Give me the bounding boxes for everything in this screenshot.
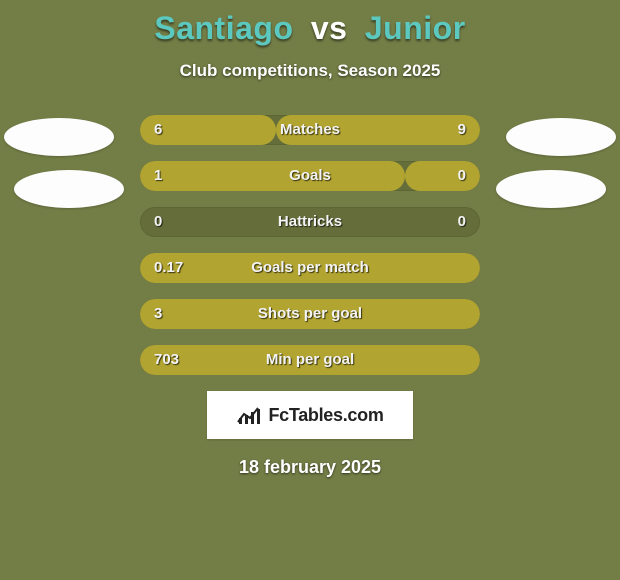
subtitle: Club competitions, Season 2025 — [0, 61, 620, 81]
title-player1: Santiago — [154, 10, 293, 46]
stat-value-left: 1 — [154, 161, 162, 191]
stat-row: 69Matches — [140, 115, 480, 145]
branding-badge: FcTables.com — [207, 391, 413, 439]
page-title: Santiago vs Junior — [0, 10, 620, 47]
stats-bars: 69Matches10Goals00Hattricks0.17Goals per… — [140, 115, 480, 375]
stat-value-left: 0 — [154, 207, 162, 237]
stat-fill-left — [140, 345, 480, 375]
stat-value-left: 6 — [154, 115, 162, 145]
branding-text: FcTables.com — [268, 405, 383, 426]
chart-icon — [236, 404, 262, 426]
stat-row: 3Shots per goal — [140, 299, 480, 329]
stat-fill-right — [276, 115, 480, 145]
stat-fill-right — [405, 161, 480, 191]
stat-value-right: 0 — [458, 161, 466, 191]
title-player2: Junior — [365, 10, 466, 46]
player1-avatar-top — [4, 118, 114, 156]
stat-row: 0.17Goals per match — [140, 253, 480, 283]
stat-value-right: 9 — [458, 115, 466, 145]
stat-value-right: 0 — [458, 207, 466, 237]
date-text: 18 february 2025 — [0, 457, 620, 478]
stat-value-left: 3 — [154, 299, 162, 329]
stat-row: 0 0Hattricks — [140, 207, 480, 237]
player2-avatar-bottom — [496, 170, 606, 208]
player2-avatar-top — [506, 118, 616, 156]
stat-label: Hattricks — [140, 207, 480, 237]
stat-row: 10Goals — [140, 161, 480, 191]
stat-fill-left — [140, 253, 480, 283]
stat-row: 703Min per goal — [140, 345, 480, 375]
stat-value-left: 703 — [154, 345, 179, 375]
stat-fill-left — [140, 161, 405, 191]
comparison-card: Santiago vs Junior Club competitions, Se… — [0, 0, 620, 580]
stat-value-left: 0.17 — [154, 253, 183, 283]
title-vs: vs — [311, 10, 348, 46]
stat-fill-left — [140, 299, 480, 329]
player1-avatar-bottom — [14, 170, 124, 208]
